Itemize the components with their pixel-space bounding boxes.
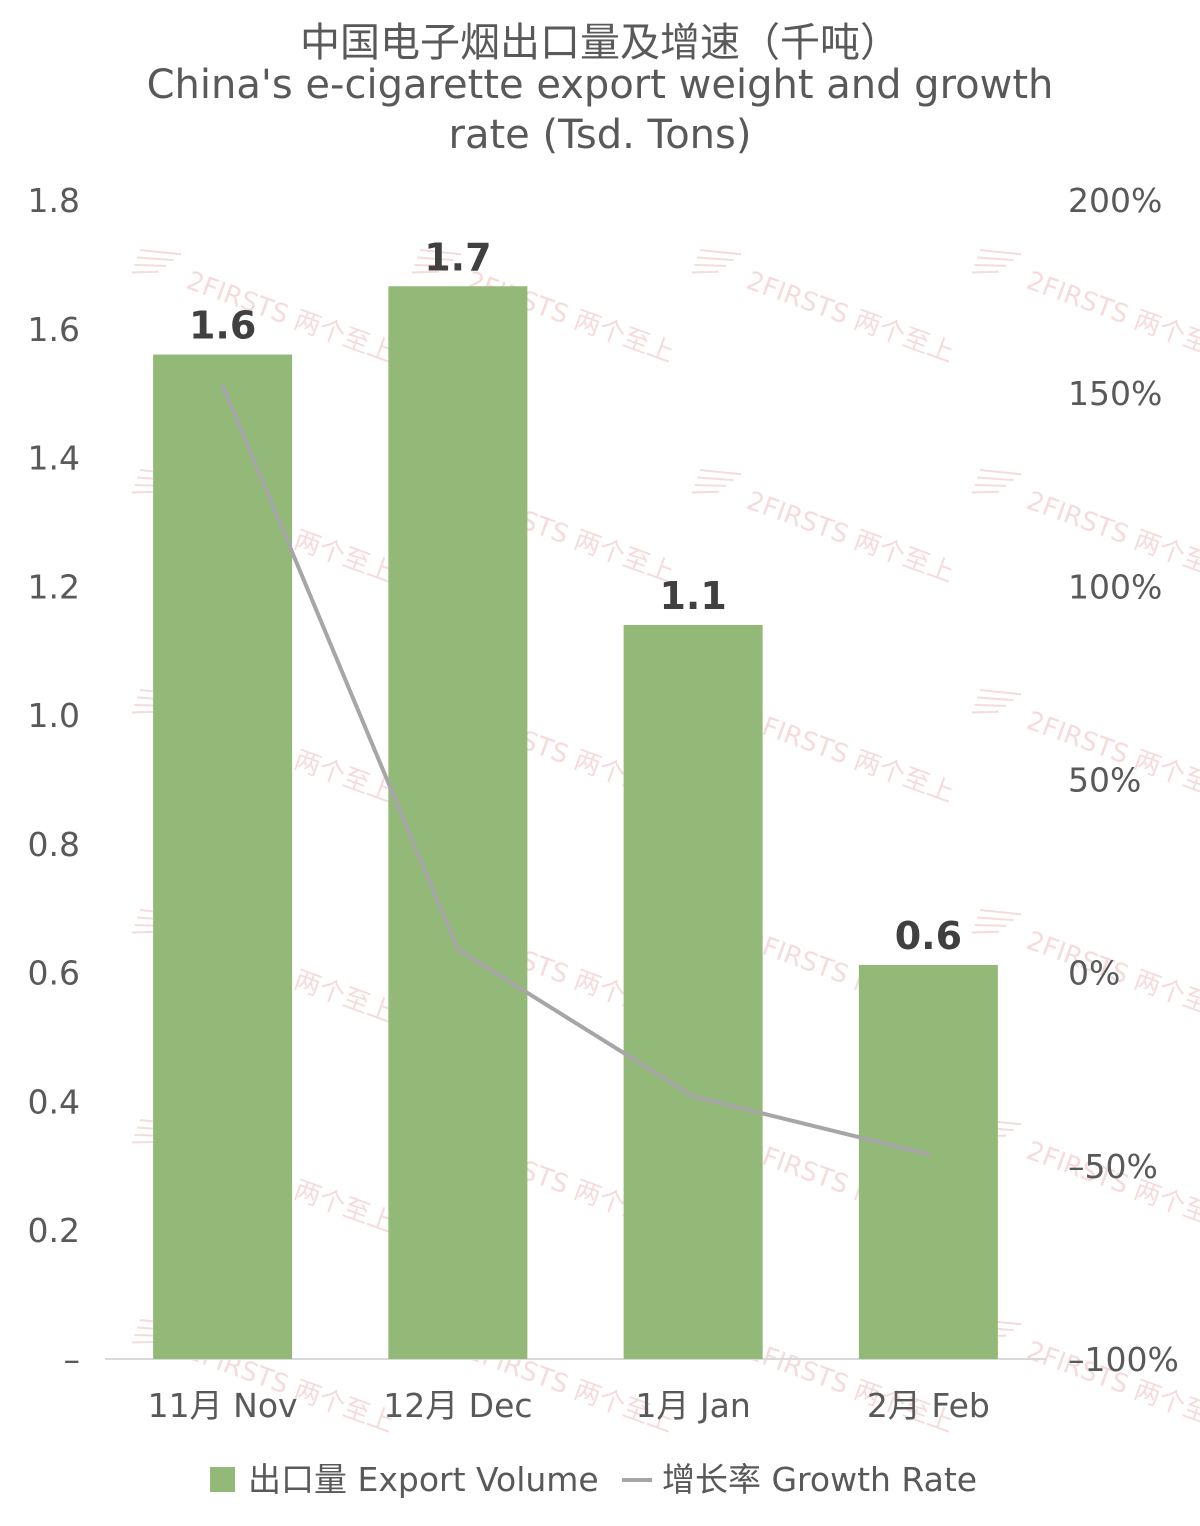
x-category-label: 12月 Dec [383, 1386, 532, 1425]
left-tick-label: 0.6 [28, 954, 80, 993]
chart-title-en-line2: rate (Tsd. Tons) [448, 112, 752, 158]
legend-swatch-export [210, 1467, 235, 1492]
legend: 出口量 Export Volume 增长率 Growth Rate [210, 1460, 977, 1499]
watermark-text: 2FIRSTS 两个至上 [1022, 266, 1200, 369]
growth-rate-point [220, 383, 225, 388]
chart-title-cn: 中国电子烟出口量及增速（千吨） [300, 20, 900, 66]
left-tick-label: 1.2 [28, 567, 80, 606]
x-category-label: 2月 Feb [867, 1386, 990, 1425]
left-tick-label: 0.8 [28, 825, 80, 864]
bar-data-label: 1.7 [424, 235, 491, 279]
growth-rate-point [691, 1094, 696, 1099]
growth-rate-point [455, 947, 460, 952]
bar-data-label: 1.6 [189, 304, 256, 348]
bar-export-volume [623, 624, 763, 1359]
left-tick-label: 0.4 [28, 1082, 80, 1121]
left-tick-label: 1.4 [28, 439, 80, 478]
x-category-label: 1月 Jan [635, 1386, 750, 1425]
x-category-label: 11月 Nov [148, 1386, 298, 1425]
left-tick-label: – [64, 1340, 81, 1379]
right-tick-label: 100% [1068, 567, 1162, 606]
bar-data-label: 1.1 [659, 574, 726, 618]
right-tick-label: 0% [1068, 954, 1120, 993]
watermark-text: 2FIRSTS 两个至上 [742, 486, 957, 589]
data-labels: 1.6 1.7 1.1 0.6 [189, 235, 962, 958]
left-tick-label: 1.0 [28, 696, 80, 735]
right-tick-label: 150% [1068, 374, 1162, 413]
right-tick-label: 50% [1068, 761, 1141, 800]
watermark-text: 2FIRSTS 两个至上 [742, 706, 957, 809]
growth-rate-point [926, 1152, 931, 1157]
watermark-logo: 2FIRSTS 两个至上 [131, 249, 398, 369]
right-tick-label: 200% [1068, 181, 1162, 220]
left-tick-label: 1.6 [28, 310, 80, 349]
right-axis: –100% –50% 0% 50% 100% 150% 200% [1068, 181, 1179, 1379]
chart-title-en-line1: China's e-cigarette export weight and gr… [146, 62, 1054, 108]
watermark-text: 2FIRSTS 两个至上 [742, 266, 957, 369]
growth-line-series [220, 383, 931, 1157]
bar-export-volume [153, 354, 293, 1359]
right-tick-label: –100% [1068, 1340, 1179, 1379]
watermark-logo: 2FIRSTS 两个至上 [691, 249, 958, 369]
left-axis: – 0.2 0.4 0.6 0.8 1.0 1.2 1.4 1.6 1.8 [28, 181, 80, 1379]
bar-export-volume [388, 286, 528, 1359]
bar-export-volume [858, 964, 998, 1359]
right-tick-label: –50% [1068, 1147, 1158, 1186]
legend-label-growth: 增长率 Growth Rate [662, 1460, 977, 1499]
left-tick-label: 1.8 [28, 181, 80, 220]
x-axis-categories: 11月 Nov 12月 Dec 1月 Jan 2月 Feb [148, 1386, 990, 1425]
watermark-logo: 2FIRSTS 两个至上 [971, 249, 1200, 369]
bar-data-label: 0.6 [895, 914, 962, 958]
legend-label-export: 出口量 Export Volume [248, 1460, 599, 1499]
watermark-logo: 2FIRSTS 两个至上 [691, 469, 958, 589]
bar-series [153, 286, 998, 1359]
growth-rate-line [220, 384, 929, 1157]
left-tick-label: 0.2 [28, 1211, 80, 1250]
